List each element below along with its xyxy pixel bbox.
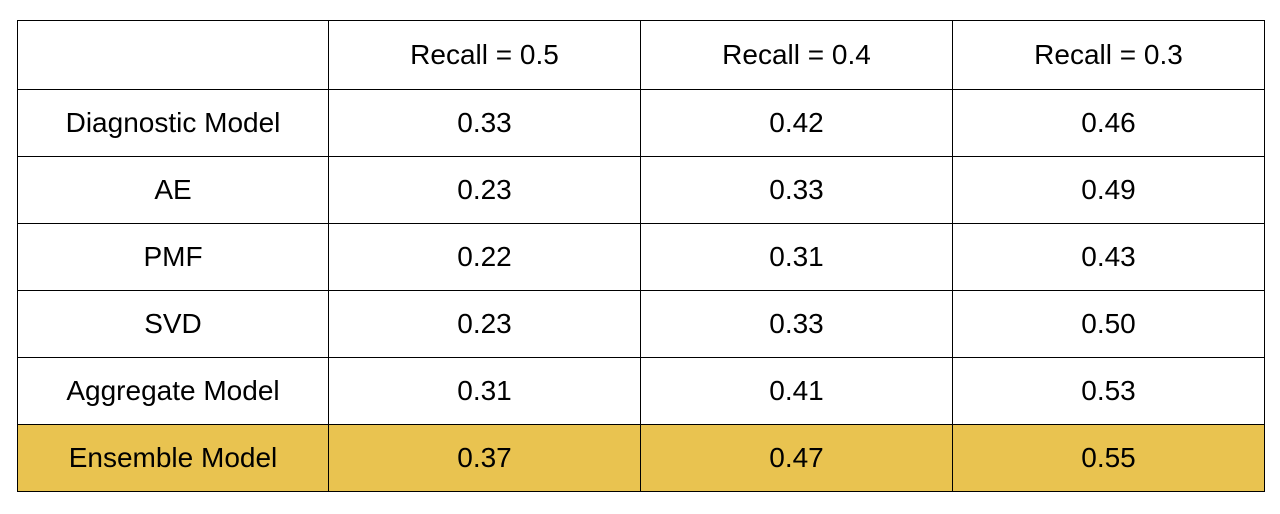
- value-cell: 0.31: [640, 223, 953, 291]
- data-row: Aggregate Model 0.31 0.41 0.53: [17, 357, 1265, 425]
- table-body: Recall = 0.5 Recall = 0.4 Recall = 0.3 Diag…: [17, 20, 1265, 492]
- results-table: Recall = 0.5 Recall = 0.4 Recall = 0.3 Diag…: [17, 20, 1265, 492]
- value-cell: 0.42: [640, 89, 953, 157]
- data-row: PMF 0.22 0.31 0.43: [17, 223, 1265, 291]
- value-cell: 0.23: [328, 290, 641, 358]
- data-row: Ensemble Model 0.37 0.47 0.55: [17, 424, 1265, 492]
- header-cell: Recall = 0.4: [640, 20, 953, 90]
- row-label: Ensemble Model: [17, 424, 329, 492]
- row-label: PMF: [17, 223, 329, 291]
- data-row: AE 0.23 0.33 0.49: [17, 156, 1265, 224]
- value-cell: 0.49: [952, 156, 1265, 224]
- value-cell: 0.23: [328, 156, 641, 224]
- row-label: SVD: [17, 290, 329, 358]
- value-cell: 0.33: [328, 89, 641, 157]
- value-cell: 0.33: [640, 290, 953, 358]
- value-cell: 0.33: [640, 156, 953, 224]
- value-cell: 0.46: [952, 89, 1265, 157]
- row-label: Aggregate Model: [17, 357, 329, 425]
- value-cell: 0.47: [640, 424, 953, 492]
- value-cell: 0.41: [640, 357, 953, 425]
- header-row: Recall = 0.5 Recall = 0.4 Recall = 0.3: [17, 20, 1265, 90]
- data-row: SVD 0.23 0.33 0.50: [17, 290, 1265, 358]
- value-cell: 0.53: [952, 357, 1265, 425]
- header-cell: Recall = 0.5: [328, 20, 641, 90]
- header-cell: [17, 20, 329, 90]
- value-cell: 0.55: [952, 424, 1265, 492]
- data-row: Diagnostic Model 0.33 0.42 0.46: [17, 89, 1265, 157]
- row-label: Diagnostic Model: [17, 89, 329, 157]
- value-cell: 0.37: [328, 424, 641, 492]
- value-cell: 0.50: [952, 290, 1265, 358]
- value-cell: 0.31: [328, 357, 641, 425]
- header-cell: Recall = 0.3: [952, 20, 1265, 90]
- value-cell: 0.22: [328, 223, 641, 291]
- row-label: AE: [17, 156, 329, 224]
- value-cell: 0.43: [952, 223, 1265, 291]
